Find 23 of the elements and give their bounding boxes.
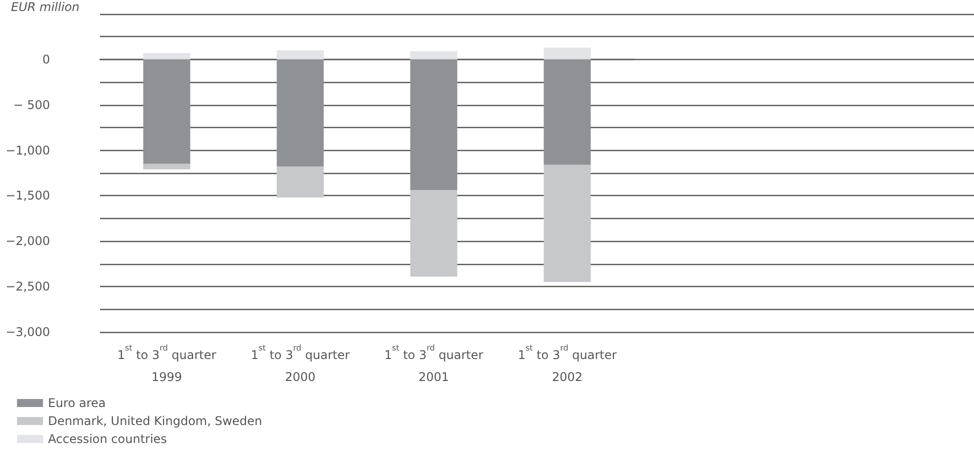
legend-label: Denmark, United Kingdom, Sweden	[48, 414, 262, 428]
bar	[410, 51, 458, 60]
bar	[143, 164, 190, 170]
y-axis-title: EUR million	[11, 0, 80, 14]
legend-label: Euro area	[48, 396, 106, 410]
bar	[143, 53, 190, 60]
y-tick-label: −2,000	[6, 234, 50, 248]
y-tick-label: 0	[42, 52, 50, 66]
y-tick-label: − 500	[13, 98, 50, 112]
bar	[276, 166, 324, 198]
legend-label: Accession countries	[48, 432, 167, 446]
bar	[276, 59, 324, 167]
y-tick-label: −1,500	[6, 188, 50, 203]
bar	[544, 48, 591, 60]
y-tick-label: −2,500	[6, 280, 50, 294]
bar	[276, 50, 324, 60]
bar	[410, 59, 458, 190]
y-tick-label: −3,000	[6, 325, 50, 339]
bar	[544, 164, 591, 282]
bar	[143, 59, 190, 164]
bar	[544, 59, 591, 165]
y-tick-label: −1,000	[6, 143, 50, 158]
bar	[410, 190, 458, 277]
